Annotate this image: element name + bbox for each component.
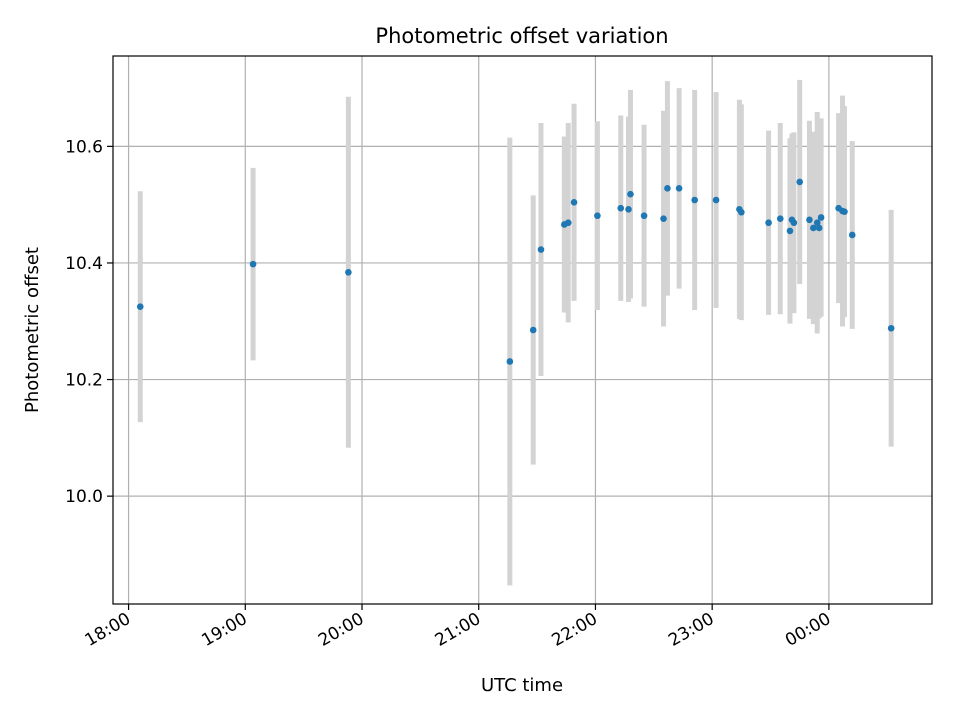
data-point [790,219,798,227]
point-layer [136,178,895,365]
x-axis-label: UTC time [481,675,563,696]
data-point [817,214,825,221]
data-point [712,196,720,204]
y-tick-label: 10.0 [65,487,103,507]
data-point [625,206,632,213]
data-point [796,178,804,186]
data-point [806,216,813,224]
data-point [691,196,698,204]
data-point [776,215,784,222]
data-point [660,215,667,222]
data-point [815,224,823,232]
data-point [813,219,821,227]
data-point [738,208,745,216]
data-point [664,185,671,192]
data-point [786,227,794,235]
data-point [765,219,772,227]
data-point [564,219,572,227]
chart-title: Photometric offset variation [375,24,668,48]
data-point [506,358,514,365]
plot-frame [112,55,933,605]
data-point [529,326,537,334]
data-point [627,190,634,198]
data-point [848,231,856,239]
data-point [570,199,578,206]
data-point [617,204,625,212]
data-point [675,185,683,192]
data-point [249,260,257,268]
data-point [887,324,895,332]
data-point [810,224,817,232]
data-point [345,268,352,276]
data-point [640,212,648,220]
data-point [136,303,144,310]
data-point [841,208,848,215]
y-axis-label: Photometric offset [22,247,43,413]
y-tick-label: 10.6 [65,137,103,157]
data-point [594,212,601,220]
data-point [537,246,545,253]
y-tick-label: 10.4 [65,254,103,274]
y-tick-label: 10.2 [65,371,103,391]
